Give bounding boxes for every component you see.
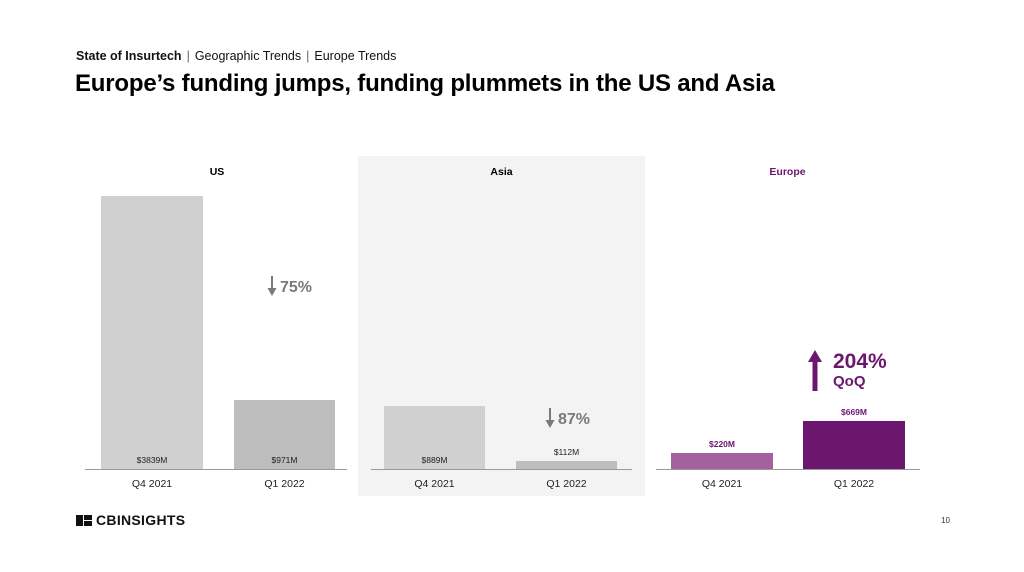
breadcrumb-separator: | [186,49,190,63]
us-bar-q1-2022 [234,399,335,469]
us-baseline [85,469,347,470]
asia-panel: Asia $889M $112M Q4 2021 Q1 2022 87% [358,156,645,496]
us-category-q4-2021: Q4 2021 [131,478,173,490]
asia-bar-q4-2021 [384,405,485,469]
page-number: 10 [941,516,950,525]
us-category-q1-2022: Q1 2022 [264,478,305,490]
europe-baseline [656,469,920,470]
breadcrumb-item-europe: Europe Trends [314,49,397,63]
asia-category-q4-2021: Q4 2021 [414,478,455,490]
europe-bar-q4-2021 [671,453,773,469]
us-value-label-q1-2022: $971M [271,455,298,465]
asia-baseline [371,469,632,470]
breadcrumb-item-geographic: Geographic Trends [194,49,302,63]
us-panel: US $3839M $971M Q4 2021 Q1 2022 75% [76,156,358,496]
us-change-label: 75% [280,279,313,296]
europe-value-label-q1-2022: $669M [841,407,867,418]
cbinsights-logo-text: CBINSIGHTS [96,512,186,528]
asia-panel-title: Asia [490,166,513,178]
europe-bar-q1-2022 [803,421,905,469]
breadcrumb-separator: | [306,49,310,63]
europe-change-sublabel: QoQ [833,373,866,390]
arrow-down-icon [267,276,277,296]
breadcrumb-main: State of Insurtech [76,49,182,63]
asia-bar-q1-2022 [516,461,617,469]
asia-change: 87% [545,407,590,429]
us-change: 75% [267,275,312,297]
arrow-down-icon [545,408,555,428]
asia-value-label-q1-2022: $112M [553,447,580,457]
europe-category-q1-2022: Q1 2022 [833,478,875,490]
breadcrumb: State of Insurtech | Geographic Trends | Eur… [76,49,396,63]
asia-value-label-q4-2021: $889M [421,455,448,465]
page-title: Europe’s funding jumps, funding plummets… [75,70,775,97]
arrow-up-icon [808,350,822,391]
asia-category-q1-2022: Q1 2022 [546,478,587,490]
us-panel-title: US [209,166,225,178]
europe-panel-title: Europe [769,166,806,178]
europe-change-label: 204% [833,350,887,373]
cbinsights-logo: CBINSIGHTS [76,512,185,528]
europe-value-label-q4-2021: $220M [709,439,735,450]
cbinsights-logo-mark [76,514,92,526]
us-value-label-q4-2021: $3839M [136,455,168,465]
europe-panel: Europe $220M $669M Q4 2021 Q1 2022 204% … [645,156,930,496]
asia-change-label: 87% [558,411,591,428]
us-bar-q4-2021 [101,196,203,469]
europe-category-q4-2021: Q4 2021 [701,478,743,490]
